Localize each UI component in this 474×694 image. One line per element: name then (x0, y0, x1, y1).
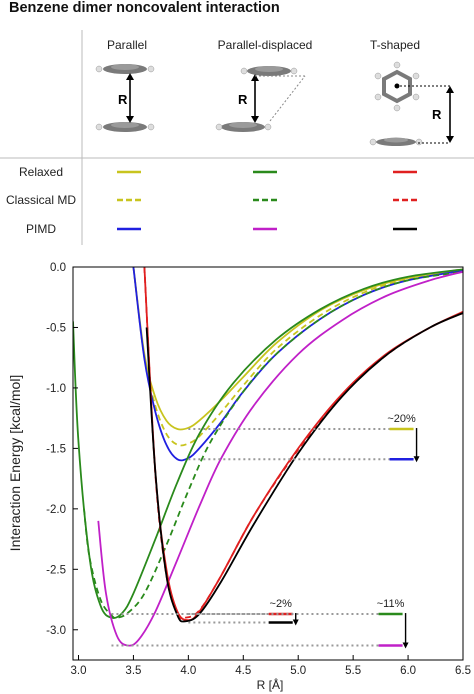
x-axis-label: R [Å] (257, 677, 284, 692)
series-line (145, 312, 463, 623)
t-shaped-dimer-icon: R (369, 61, 454, 146)
series-line (132, 267, 463, 431)
parallel-displaced-dimer-icon: R (215, 66, 306, 132)
series-line (132, 267, 463, 462)
y-tick-label: -1.0 (46, 383, 66, 395)
annotation-arrowhead (413, 456, 420, 463)
r-label-parallel: R (118, 92, 128, 107)
legend-header: Parallel Parallel-displaced T-shaped R R (0, 30, 474, 245)
annotation-label: ~2% (270, 598, 293, 610)
annotation-layer: ~20% ~2% ~11% (111, 413, 420, 649)
annotation-arrowhead (402, 642, 409, 649)
legend-table: Relaxed Classical MD PIMD (6, 165, 417, 236)
y-tick-label: -2.0 (46, 504, 66, 516)
axis-layer: 3.0 3.5 4.0 4.5 5.0 5.5 6.0 6.5 0.0 -0.5 -1.0 -1.5 -… (46, 262, 471, 677)
x-tick-label: 5.0 (290, 665, 306, 677)
y-axis-label: Interaction Energy [kcal/mol] (7, 375, 23, 552)
column-label-parallel: Parallel (107, 38, 147, 52)
series-line (83, 270, 463, 619)
x-tick-label: 6.0 (400, 665, 416, 677)
series-line (73, 268, 463, 619)
series-line (143, 267, 463, 620)
series-line (132, 267, 463, 447)
r-label-parallel-displaced: R (238, 92, 248, 107)
legend-row-label: Relaxed (19, 165, 63, 179)
x-tick-label: 4.0 (180, 665, 196, 677)
column-label-parallel-displaced: Parallel-displaced (218, 38, 313, 52)
y-tick-label: -3.0 (46, 625, 66, 637)
annotation-label: ~11% (377, 598, 405, 610)
legend-row-label: Classical MD (6, 193, 76, 207)
figure-title: Benzene dimer noncovalent interaction (9, 0, 280, 16)
y-tick-label: -0.5 (46, 322, 66, 334)
annotation-label: ~20% (387, 413, 416, 425)
parallel-dimer-icon: R (95, 64, 155, 132)
x-tick-label: 3.5 (125, 665, 141, 677)
annotation-arrowhead (292, 619, 299, 626)
legend-row-label: PIMD (26, 222, 56, 236)
plot-frame (72, 266, 464, 661)
y-tick-label: 0.0 (50, 262, 66, 274)
y-tick-label: -1.5 (46, 443, 66, 455)
x-tick-label: 4.5 (235, 665, 251, 677)
series-layer (73, 267, 463, 647)
series-line (97, 270, 463, 647)
column-label-t-shaped: T-shaped (370, 38, 420, 52)
x-tick-label: 3.0 (70, 665, 86, 677)
y-tick-label: -2.5 (46, 564, 66, 576)
x-tick-label: 6.5 (455, 665, 471, 677)
x-tick-label: 5.5 (345, 665, 361, 677)
r-label-t-shaped: R (432, 107, 442, 122)
